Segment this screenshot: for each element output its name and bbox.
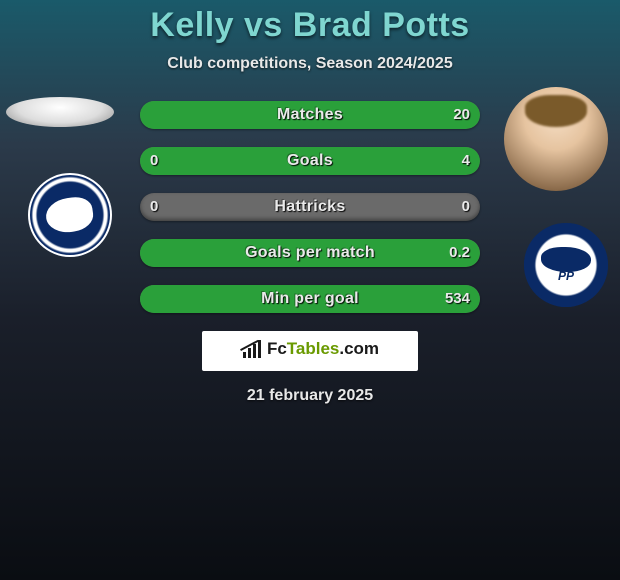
stat-label: Matches	[140, 101, 480, 129]
crest-text: PP	[524, 269, 608, 283]
player1-avatar	[6, 97, 114, 127]
player1-name: Kelly	[150, 6, 234, 44]
brand-badge: FcTables.com	[202, 331, 418, 371]
stat-bars: 20Matches 04Goals 00Hattricks 0.2Goals per …	[140, 101, 480, 313]
brand-suffix: .com	[339, 339, 379, 358]
stat-bar: 0.2Goals per match	[140, 239, 480, 267]
stat-bar: 04Goals	[140, 147, 480, 175]
stat-bar: 20Matches	[140, 101, 480, 129]
brand-post: Tables	[287, 339, 340, 358]
brand-chart-icon	[241, 340, 261, 358]
date: 21 february 2025	[0, 387, 620, 405]
brand-pre: Fc	[267, 339, 287, 358]
player1-club-crest	[28, 173, 112, 257]
stat-label: Goals per match	[140, 239, 480, 267]
page-title: Kelly vs Brad Potts	[0, 0, 620, 45]
player2-name: Brad Potts	[293, 6, 470, 44]
brand-text: FcTables.com	[267, 339, 379, 359]
comparison-stage: PP 20Matches 04Goals 00Hattricks 0.2Goals p…	[0, 101, 620, 405]
vs-text: vs	[244, 6, 283, 44]
subtitle: Club competitions, Season 2024/2025	[0, 55, 620, 73]
stat-bar: 534Min per goal	[140, 285, 480, 313]
stat-label: Goals	[140, 147, 480, 175]
player2-club-crest: PP	[524, 223, 608, 307]
stat-bar: 00Hattricks	[140, 193, 480, 221]
stat-label: Hattricks	[140, 193, 480, 221]
player2-avatar	[504, 87, 608, 191]
stat-label: Min per goal	[140, 285, 480, 313]
